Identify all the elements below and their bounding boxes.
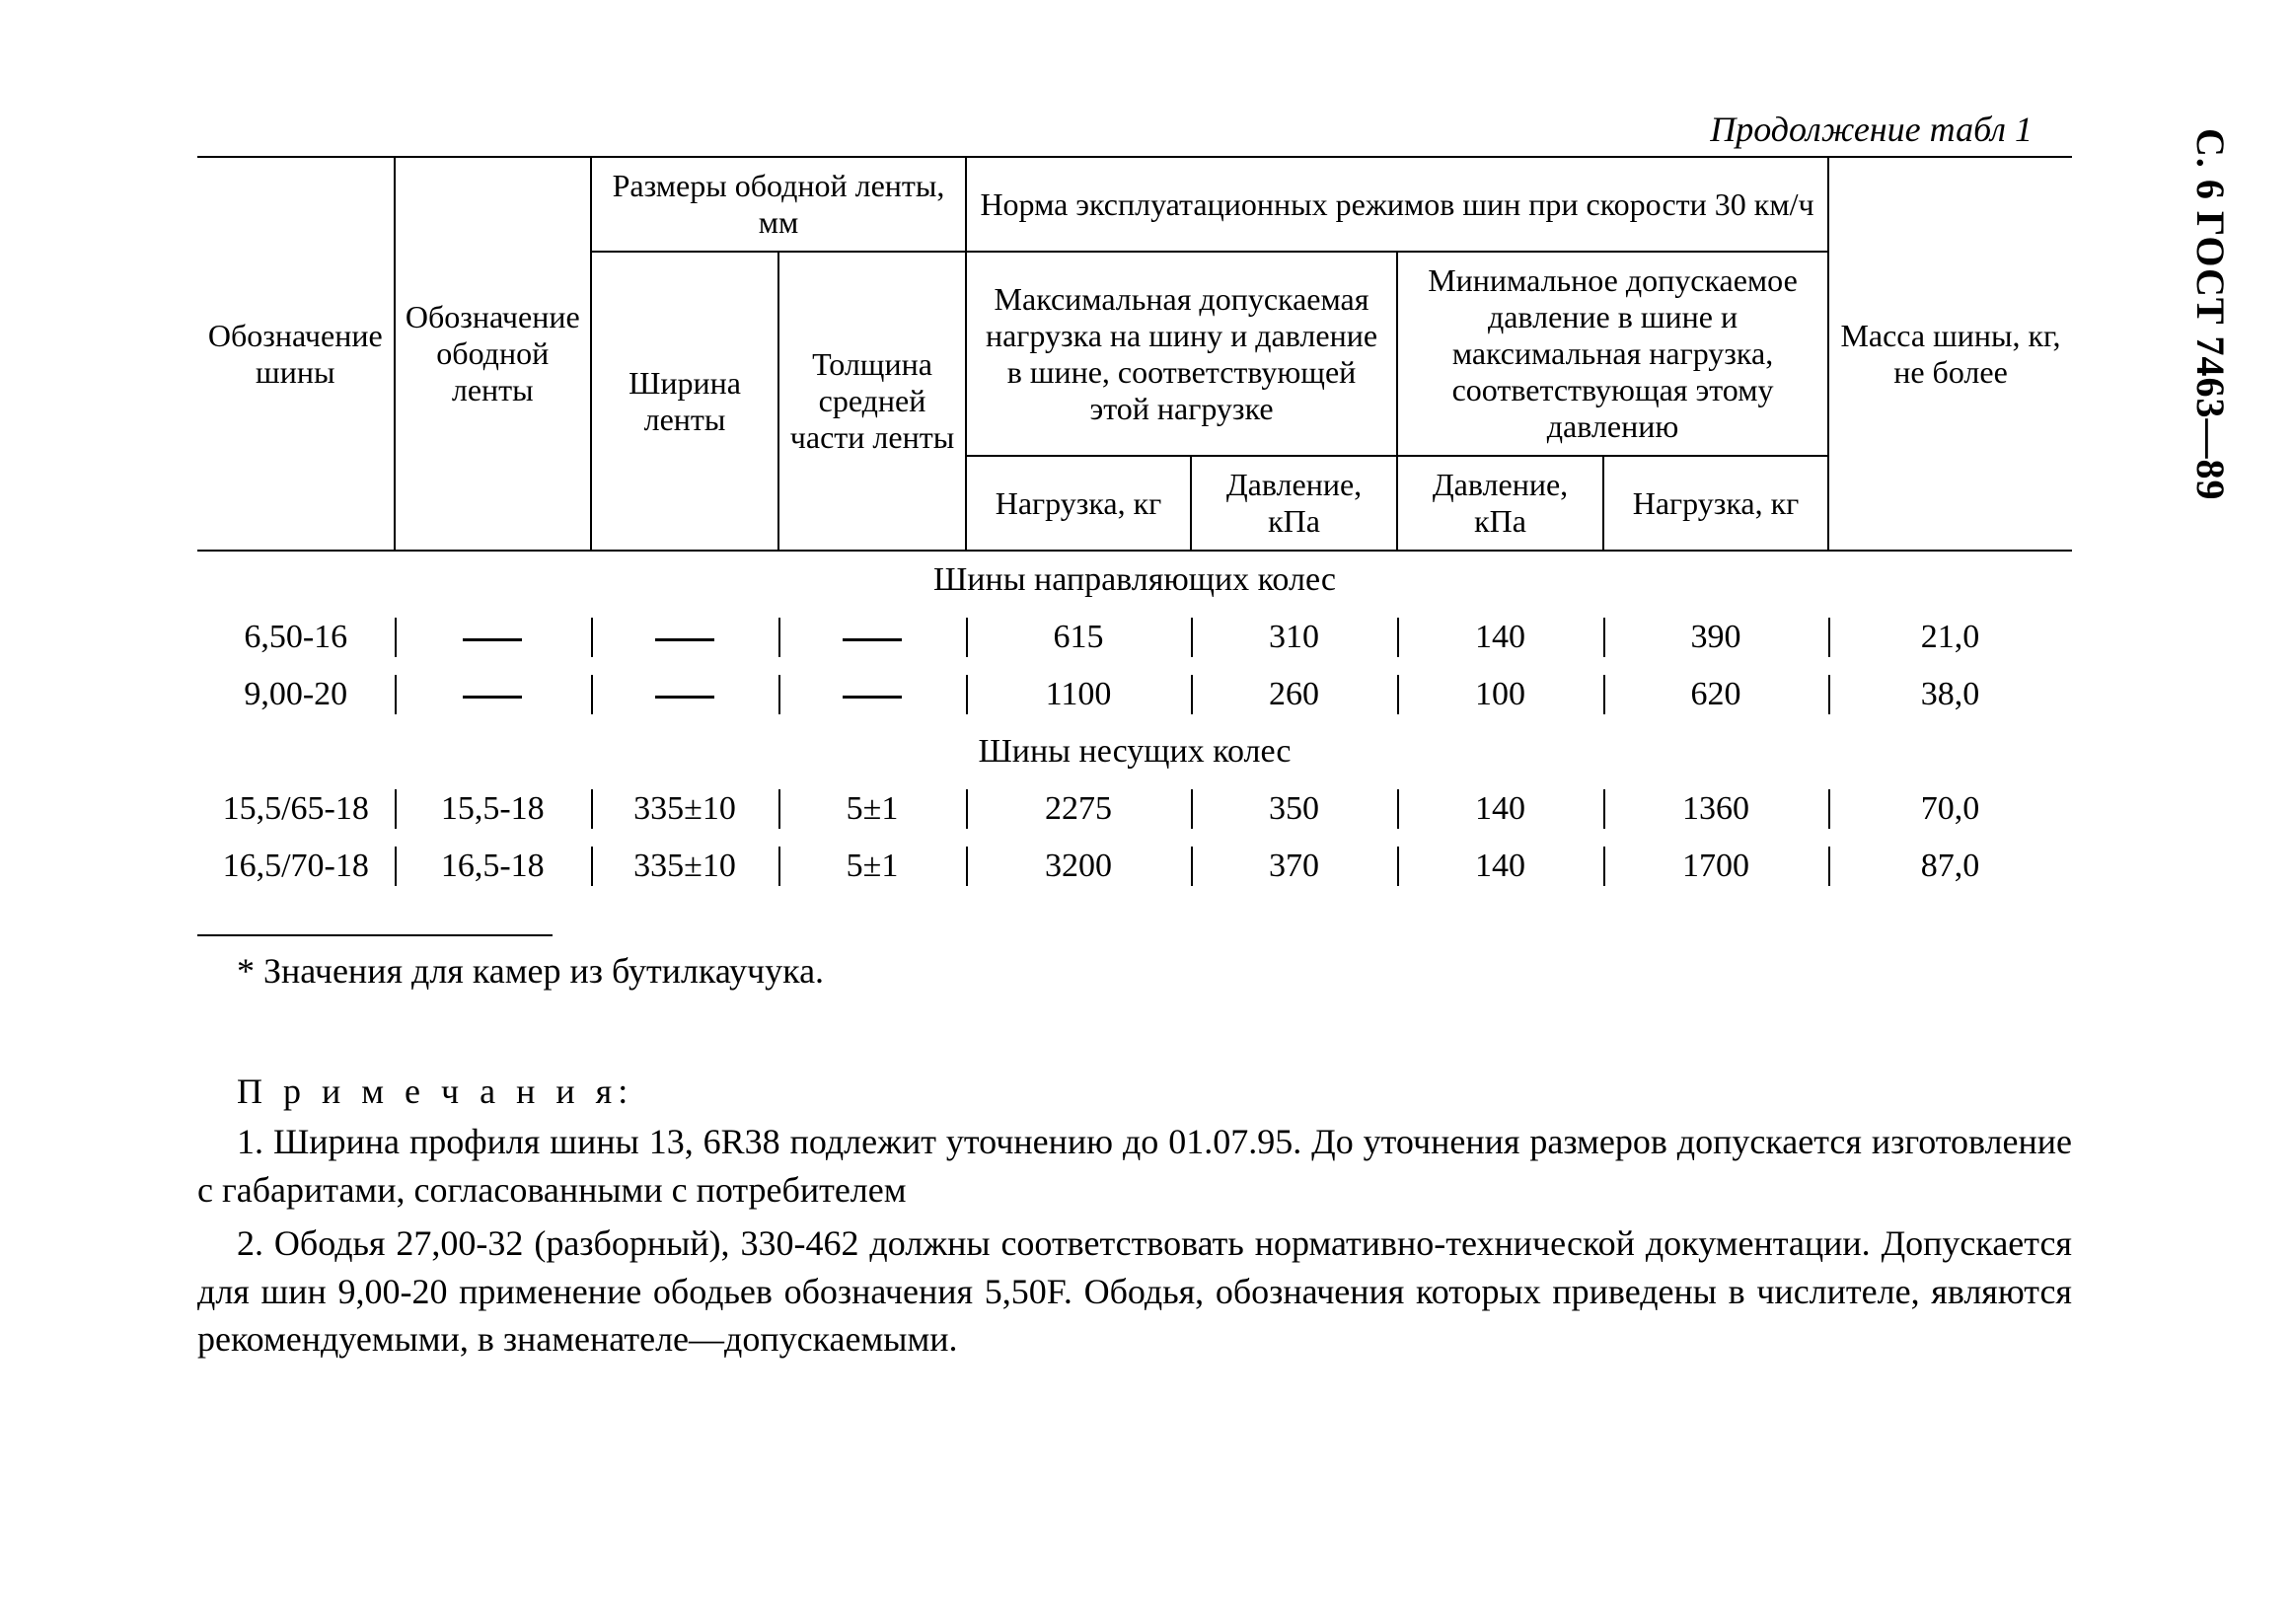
th-rim-tape: Обозначение ободной ленты (395, 157, 592, 551)
table-cell: 140 (1397, 780, 1603, 838)
table-cell: 3200 (966, 838, 1191, 895)
table-cell (395, 666, 592, 723)
table-cell: 140 (1397, 838, 1603, 895)
footnote: * Значения для камер из бутилкаучука. (197, 950, 2072, 992)
th-max-press: Давление, кПа (1191, 456, 1397, 551)
section-title-cell: Шины несущих колес (197, 723, 2072, 780)
dash-icon (463, 696, 522, 699)
table-cell: 38,0 (1828, 666, 2072, 723)
table-cell: 350 (1191, 780, 1397, 838)
table-cell (591, 609, 778, 666)
table-cell: 70,0 (1828, 780, 2072, 838)
table-cell: 15,5-18 (395, 780, 592, 838)
table-cell: 1360 (1603, 780, 1828, 838)
note-item: 2. Ободья 27,00-32 (разборный), 330-462 … (197, 1219, 2072, 1364)
table-cell: 370 (1191, 838, 1397, 895)
th-tape-thickness: Толщина средней части ленты (778, 252, 966, 551)
content-area: Продолжение табл 1 Обозначение шины Обоз… (197, 109, 2072, 1364)
table-cell: 1100 (966, 666, 1191, 723)
section-title-row: Шины направляющих колес (197, 551, 2072, 609)
page-side-label: С. 6 ГОСТ 7463—89 (2187, 128, 2234, 501)
th-tire: Обозначение шины (197, 157, 395, 551)
th-norm: Норма эксплуатационных режимов шин при с… (966, 157, 1828, 252)
th-min-group: Минимальное допускаемое давление в шине … (1397, 252, 1828, 456)
table-cell: 5±1 (778, 780, 966, 838)
table-cell: 335±10 (591, 780, 778, 838)
tire-spec-table: Обозначение шины Обозначение ободной лен… (197, 156, 2072, 895)
table-cell: 620 (1603, 666, 1828, 723)
section-title-cell: Шины направляющих колес (197, 551, 2072, 609)
table-cell: 390 (1603, 609, 1828, 666)
th-mass: Масса шины, кг, не более (1828, 157, 2072, 551)
table-cell: 6,50-16 (197, 609, 395, 666)
table-cell: 2275 (966, 780, 1191, 838)
table-cell: 100 (1397, 666, 1603, 723)
table-cell (395, 609, 592, 666)
note-item: 1. Ширина профиля шины 13, 6R38 подлежит… (197, 1118, 2072, 1214)
table-cell: 16,5/70-18 (197, 838, 395, 895)
table-cell: 335±10 (591, 838, 778, 895)
page: С. 6 ГОСТ 7463—89 Продолжение табл 1 Обо… (0, 0, 2293, 1624)
table-row: 15,5/65-1815,5-18335±105±122753501401360… (197, 780, 2072, 838)
table-cell (591, 666, 778, 723)
dash-icon (655, 696, 714, 699)
table-header: Обозначение шины Обозначение ободной лен… (197, 157, 2072, 551)
dash-icon (843, 638, 902, 641)
table-cell: 9,00-20 (197, 666, 395, 723)
th-tape-width: Ширина ленты (591, 252, 778, 551)
notes-heading: П р и м е ч а н и я: (197, 1070, 2072, 1112)
dash-icon (463, 638, 522, 641)
dash-icon (655, 638, 714, 641)
table-cell: 87,0 (1828, 838, 2072, 895)
table-caption: Продолжение табл 1 (197, 109, 2072, 150)
footnote-rule (197, 934, 553, 936)
table-cell: 140 (1397, 609, 1603, 666)
section-title-row: Шины несущих колес (197, 723, 2072, 780)
table-cell: 1700 (1603, 838, 1828, 895)
table-cell: 5±1 (778, 838, 966, 895)
th-tape-dims: Размеры ободной ленты, мм (591, 157, 966, 252)
table-row: 16,5/70-1816,5-18335±105±132003701401700… (197, 838, 2072, 895)
table-cell (778, 609, 966, 666)
table-cell: 15,5/65-18 (197, 780, 395, 838)
table-row: 6,50-16 61531014039021,0 (197, 609, 2072, 666)
table-cell: 310 (1191, 609, 1397, 666)
table-row: 9,00-20 110026010062038,0 (197, 666, 2072, 723)
table-body: Шины направляющих колес6,50-166153101403… (197, 551, 2072, 895)
table-cell: 615 (966, 609, 1191, 666)
th-min-press: Давление, кПа (1397, 456, 1603, 551)
th-min-load: Нагрузка, кг (1603, 456, 1828, 551)
th-max-group: Максимальная допускаемая нагрузка на шин… (966, 252, 1397, 456)
th-max-load: Нагрузка, кг (966, 456, 1191, 551)
table-cell: 21,0 (1828, 609, 2072, 666)
notes-list: 1. Ширина профиля шины 13, 6R38 подлежит… (197, 1118, 2072, 1364)
table-cell: 260 (1191, 666, 1397, 723)
table-cell (778, 666, 966, 723)
table-cell: 16,5-18 (395, 838, 592, 895)
dash-icon (843, 696, 902, 699)
